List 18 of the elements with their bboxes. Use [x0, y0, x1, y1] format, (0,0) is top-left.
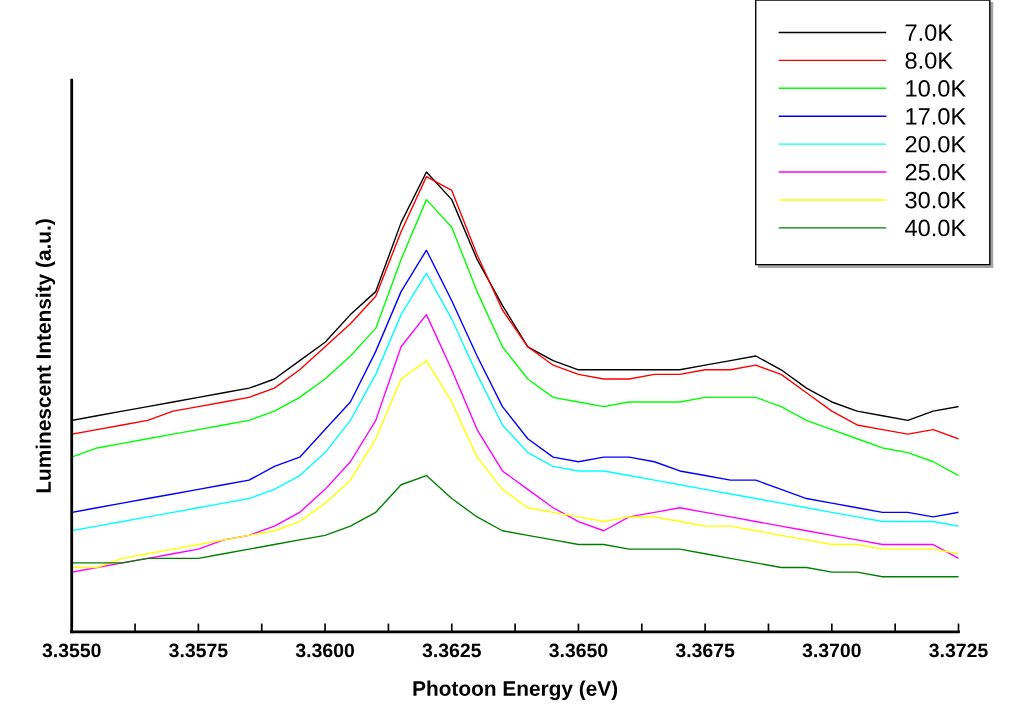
legend-label: 10.0K	[906, 80, 966, 97]
legend-label: 7.0K	[905, 24, 953, 41]
legend-label: 40.0K	[905, 219, 966, 237]
y-axis-title: Luminescent Intensity (a.u.)	[35, 219, 56, 493]
x-axis-title: Photoon Energy (eV)	[413, 680, 618, 701]
x-tick-label: 3.3700	[802, 643, 861, 658]
x-tick-label: 3.3575	[169, 643, 228, 658]
x-tick-label: 3.3725	[929, 643, 988, 658]
legend-label: 30.0K	[905, 191, 966, 209]
x-tick-label: 3.3550	[42, 643, 101, 658]
legend-label: 20.0K	[905, 135, 966, 153]
legend-label: 25.0K	[905, 163, 966, 181]
legend-label: 17.0K	[906, 107, 966, 125]
x-tick-label: 3.3600	[295, 643, 355, 658]
x-tick-label: 3.3625	[422, 643, 481, 658]
x-tick-label: 3.3650	[549, 643, 608, 658]
legend-label: 8.0K	[905, 52, 953, 69]
x-tick-label: 3.3675	[675, 643, 735, 658]
